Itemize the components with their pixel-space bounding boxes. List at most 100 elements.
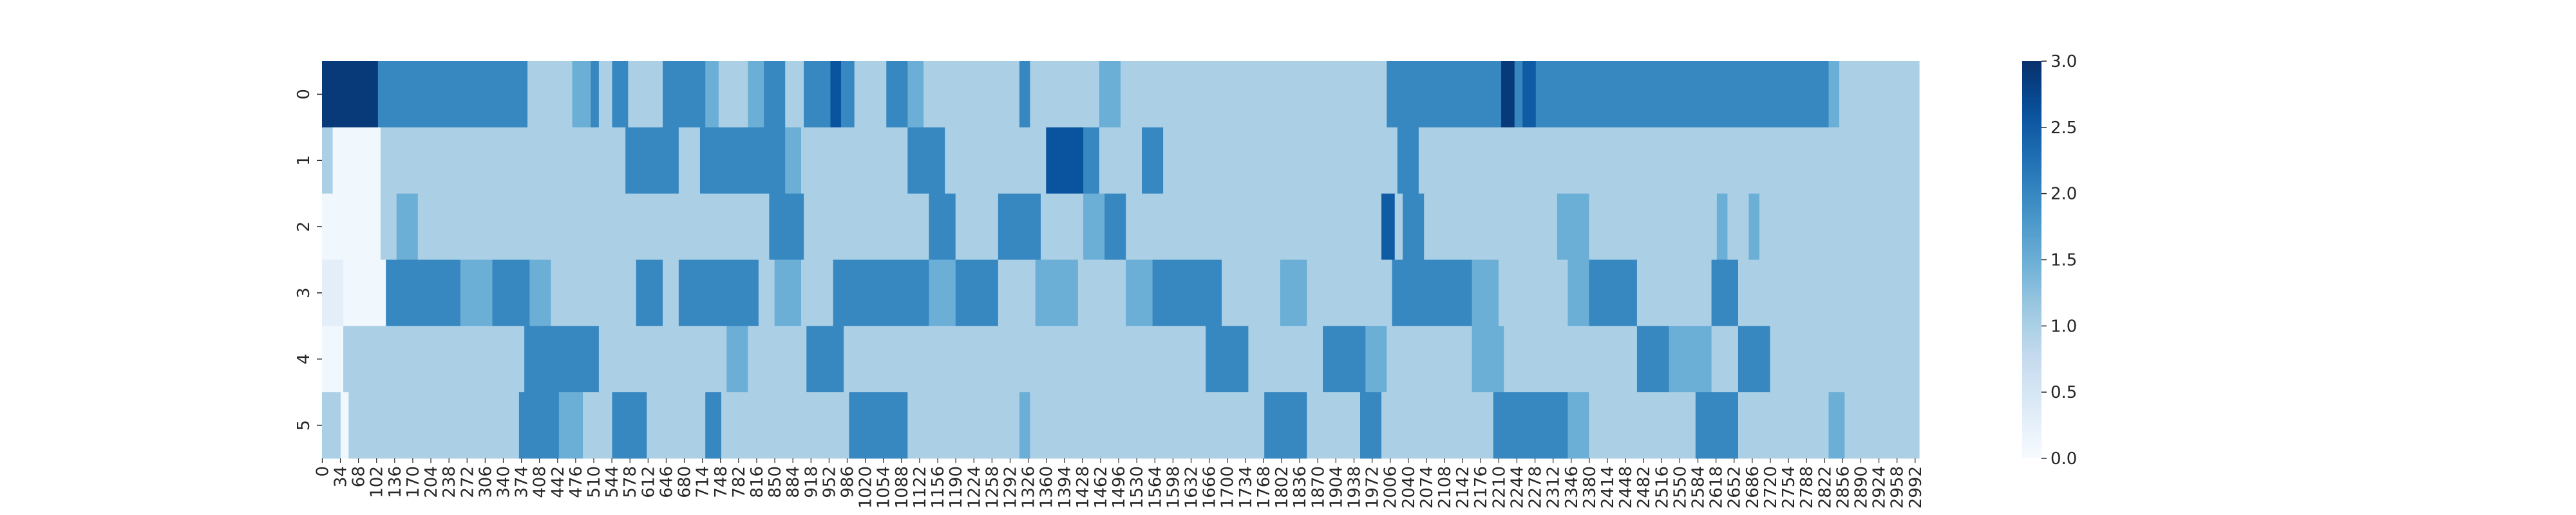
x-tick-label: 2754 xyxy=(1779,466,1799,509)
heatmap-cell xyxy=(1695,392,1739,459)
heatmap-cell xyxy=(322,326,344,393)
heatmap-cell xyxy=(612,392,647,459)
heatmap-cell xyxy=(1567,259,1590,326)
x-tick-label: 1768 xyxy=(1255,466,1274,509)
colorbar: 0.0 0.5 1.0 1.5 2.0 2.5 3.0 xyxy=(2022,52,2077,469)
heatmap-cell xyxy=(1472,259,1499,326)
heatmap-cell xyxy=(551,259,573,326)
heatmap-cell xyxy=(343,326,376,393)
heatmap-cell xyxy=(1472,326,1504,393)
heatmap-cell xyxy=(492,259,530,326)
x-tick-label: 1530 xyxy=(1128,466,1147,509)
heatmap-cell xyxy=(1248,326,1323,393)
heatmap-cell xyxy=(583,392,613,459)
x-tick-label: 2074 xyxy=(1417,466,1437,509)
heatmap-cell xyxy=(955,259,999,326)
heatmap-cell xyxy=(1589,193,1643,260)
heatmap-cell xyxy=(558,392,583,459)
x-tick-label: 2278 xyxy=(1526,466,1546,509)
heatmap-cell xyxy=(844,326,1206,393)
heatmap-cell xyxy=(998,259,1036,326)
heatmap-cell xyxy=(647,392,668,459)
heatmap-cell xyxy=(804,61,831,128)
heatmap-cell xyxy=(1083,193,1105,260)
heatmap-cell xyxy=(1030,392,1265,459)
heatmap-cell xyxy=(591,61,600,128)
heatmap-cell xyxy=(1522,61,1537,128)
colorbar-tick-label: 0.0 xyxy=(2050,449,2077,469)
heatmap-cell xyxy=(529,259,552,326)
x-tick-label: 816 xyxy=(748,466,767,498)
heatmap-cell xyxy=(1589,392,1638,459)
heatmap-cell xyxy=(598,61,613,128)
heatmap-cell xyxy=(998,193,1041,260)
heatmap-cell xyxy=(663,61,706,128)
x-tick-label: 2380 xyxy=(1580,466,1600,509)
x-tick-label: 1156 xyxy=(929,466,948,509)
heatmap-cell xyxy=(1418,127,1792,194)
x-tick-label: 2516 xyxy=(1653,466,1672,509)
heatmap-cell xyxy=(748,61,764,128)
heatmap-cell xyxy=(396,193,419,260)
heatmap-cell xyxy=(1387,326,1473,393)
x-tick-label: 1802 xyxy=(1273,466,1292,509)
heatmap-cell xyxy=(1748,193,1760,260)
colorbar-tick-label: 1.0 xyxy=(2050,317,2077,336)
heatmap-cell xyxy=(1685,61,1760,128)
x-tick-label: 510 xyxy=(585,466,604,498)
heatmap-cell xyxy=(663,259,679,326)
colorbar-tick-label: 3.0 xyxy=(2050,52,2077,71)
x-tick-label: 1122 xyxy=(911,466,930,509)
heatmap-cell xyxy=(1035,259,1079,326)
heatmap-cell xyxy=(1099,127,1142,194)
heatmap-cell xyxy=(1387,61,1417,128)
heatmap-cell xyxy=(386,259,429,326)
heatmap-cell xyxy=(1504,326,1638,393)
heatmap-cell xyxy=(678,127,701,194)
heatmap-cell xyxy=(982,127,1046,194)
heatmap-cell xyxy=(1280,259,1307,326)
x-tick-label: 442 xyxy=(549,466,568,498)
heatmap-cell xyxy=(774,259,802,326)
heatmap-cell xyxy=(1636,259,1712,326)
heatmap-cell xyxy=(380,193,397,260)
heatmap-cell xyxy=(1307,259,1393,326)
y-tick-label: 3 xyxy=(294,288,314,299)
heatmap-cell xyxy=(1104,193,1126,260)
heatmap-cell xyxy=(375,326,525,393)
heatmap-cell xyxy=(721,392,849,459)
x-tick-label: 2890 xyxy=(1852,466,1871,509)
x-tick-label: 1836 xyxy=(1291,466,1310,509)
heatmap-cell xyxy=(604,259,637,326)
x-tick-label: 2618 xyxy=(1707,466,1727,509)
heatmap-cell xyxy=(726,326,748,393)
x-tick-label: 272 xyxy=(458,466,477,498)
x-tick-label: 2550 xyxy=(1671,466,1690,509)
heatmap-cell xyxy=(636,259,663,326)
heatmap-cell xyxy=(705,392,722,459)
x-tick-label: 1938 xyxy=(1345,466,1364,509)
heatmap-cell xyxy=(1046,127,1084,194)
heatmap-cell xyxy=(785,127,802,194)
x-tick-label: 1394 xyxy=(1056,466,1075,509)
heatmap-cell xyxy=(1589,259,1638,326)
heatmap-cell xyxy=(1887,326,1920,393)
x-tick-label: 1292 xyxy=(1001,466,1020,509)
y-tick-label: 0 xyxy=(294,89,314,100)
x-tick-label: 986 xyxy=(838,466,858,498)
heatmap-cell xyxy=(377,61,528,128)
x-tick-label: 2822 xyxy=(1815,466,1835,509)
x-tick-label: 646 xyxy=(657,466,676,498)
heatmap-cell xyxy=(1493,392,1568,459)
x-tick-label: 2448 xyxy=(1616,466,1636,509)
heatmap-cell xyxy=(1770,326,1888,393)
x-tick-label: 2414 xyxy=(1598,466,1618,509)
x-tick-label: 1190 xyxy=(947,466,966,509)
colorbar-tick-label: 0.5 xyxy=(2050,383,2077,402)
heatmap-cell xyxy=(992,61,1020,128)
heatmap-cell xyxy=(460,259,493,326)
heatmap-cell xyxy=(830,61,842,128)
x-tick-label: 2346 xyxy=(1562,466,1582,509)
x-tick-label: 1462 xyxy=(1092,466,1111,509)
heatmap-cell xyxy=(929,259,956,326)
